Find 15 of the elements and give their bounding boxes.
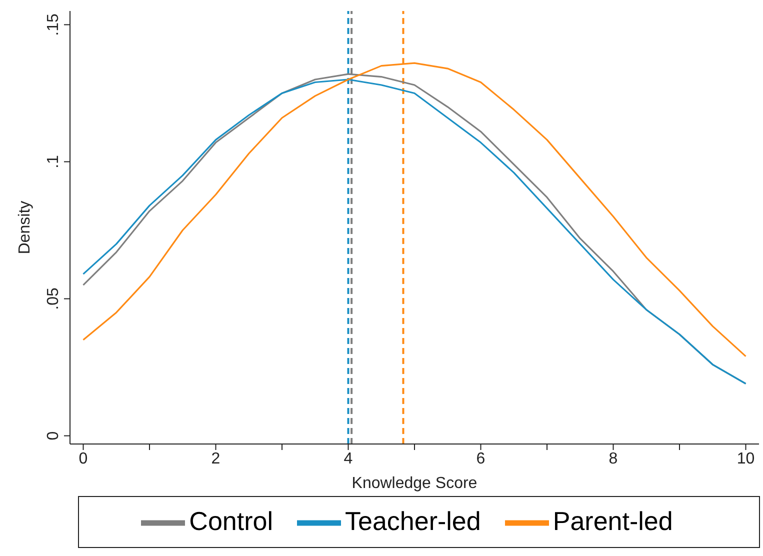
y-tick-label: 0	[45, 431, 62, 440]
legend-label: Control	[189, 506, 273, 536]
x-tick-label: 6	[476, 450, 486, 468]
x-axis-title: Knowledge Score	[352, 475, 478, 492]
legend-label: Teacher-led	[345, 506, 481, 536]
y-axis-title: Density	[16, 200, 34, 254]
x-tick-label: 0	[78, 450, 88, 468]
x-tick-label: 10	[736, 450, 755, 468]
x-tick-label: 4	[344, 450, 353, 468]
y-tick-label: .05	[45, 288, 62, 310]
y-tick-label: .1	[45, 154, 62, 168]
legend-label: Parent-led	[552, 506, 673, 536]
x-tick-label: 2	[211, 450, 220, 468]
y-tick-label: .15	[45, 13, 62, 36]
x-tick-label: 8	[608, 450, 618, 468]
